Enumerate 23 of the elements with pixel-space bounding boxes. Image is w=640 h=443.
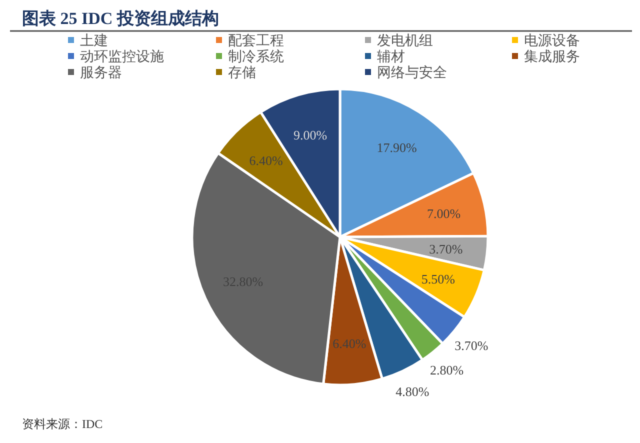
data-label: 3.70% xyxy=(429,242,463,257)
data-label: 2.80% xyxy=(430,362,464,378)
legend-label: 服务器 xyxy=(80,65,122,81)
data-label: 7.00% xyxy=(427,206,461,222)
legend-label: 制冷系统 xyxy=(228,49,284,65)
legend-label: 辅材 xyxy=(377,49,405,65)
data-label: 6.40% xyxy=(249,153,284,168)
legend-label: 网络与安全 xyxy=(377,65,447,81)
legend-label: 存储 xyxy=(228,65,256,81)
legend-label: 电源设备 xyxy=(524,33,580,49)
legend-label: 集成服务 xyxy=(524,49,580,65)
data-label: 17.90% xyxy=(376,140,418,155)
legend-label: 土建 xyxy=(80,33,108,49)
chart-title: 图表 25 IDC 投资组成结构 xyxy=(22,9,219,28)
legend-label: 动环监控设施 xyxy=(80,49,164,65)
data-label: 4.80% xyxy=(396,384,430,399)
data-label: 6.40% xyxy=(332,336,366,352)
legend-label: 发电机组 xyxy=(377,33,433,49)
data-label: 5.50% xyxy=(421,271,456,286)
legend-label: 配套工程 xyxy=(228,33,284,49)
data-label: 9.00% xyxy=(293,128,328,143)
data-label: 3.70% xyxy=(454,338,488,354)
text: 资料来源：IDC xyxy=(22,417,103,431)
